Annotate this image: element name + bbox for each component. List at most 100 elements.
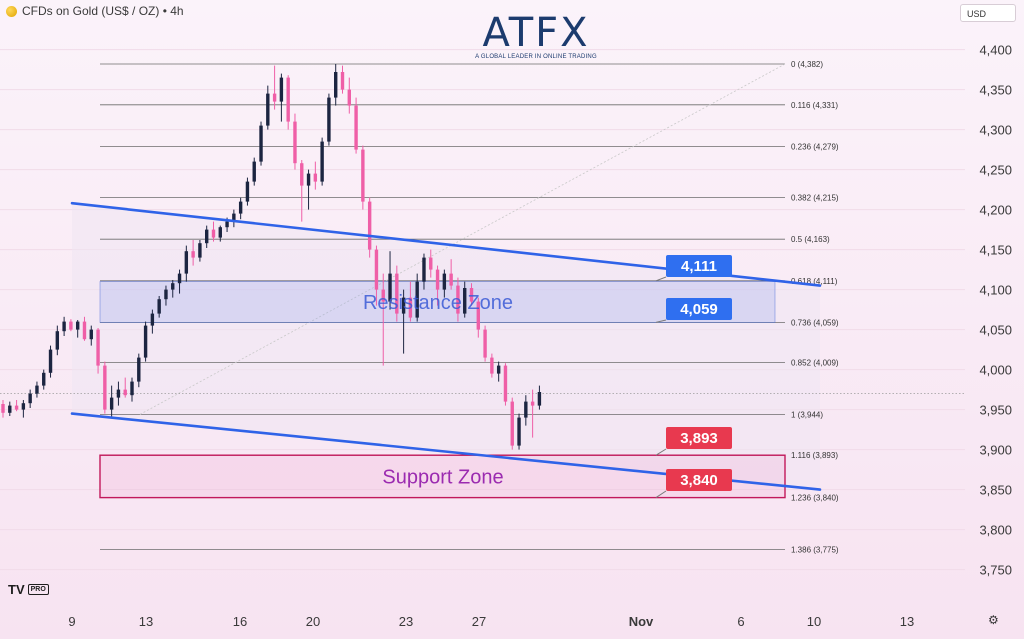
candle-down: [313, 161, 318, 190]
candle-down: [340, 65, 345, 94]
candle-up: [537, 385, 542, 410]
candle-down: [123, 377, 127, 398]
candle-down: [103, 361, 107, 414]
candle-body: [510, 401, 514, 446]
candle-up: [137, 353, 141, 388]
candle-down: [191, 240, 195, 266]
gear-icon[interactable]: ⚙: [988, 613, 999, 627]
candle-up: [327, 93, 331, 146]
candle-down: [530, 389, 535, 438]
candle-body: [415, 281, 419, 318]
candle-body: [340, 72, 345, 90]
candle-body: [252, 161, 256, 182]
candle-down: [429, 249, 433, 278]
resistance-price-marker: 4,111: [655, 255, 732, 282]
candle-up: [55, 325, 60, 356]
y-tick-label: 4,350: [979, 83, 1012, 98]
marker-leader-line: [655, 319, 667, 323]
candle-body: [150, 313, 155, 326]
candle-body: [96, 329, 100, 366]
candle-body: [171, 283, 175, 290]
candle-body: [381, 289, 385, 302]
candle-body: [62, 321, 66, 332]
tradingview-logo[interactable]: TV PRO: [8, 582, 49, 597]
candle-body: [388, 273, 392, 302]
fib-level-label: 1.116 (3,893): [791, 451, 838, 460]
candle-up: [184, 245, 189, 282]
candle-body: [177, 273, 182, 284]
candle-up: [116, 381, 121, 406]
candle-down: [408, 281, 413, 322]
atfx-logo-word: ATFX: [482, 10, 590, 56]
symbol-header[interactable]: CFDs on Gold (US$ / OZ) • 4h: [6, 4, 184, 18]
candle-body: [503, 365, 508, 402]
resistance-price-marker: 4,059: [655, 298, 732, 323]
candle-body: [164, 289, 168, 300]
candle-down: [476, 297, 480, 338]
candle-down: [361, 145, 365, 210]
candle-body: [211, 229, 216, 238]
candle-body: [143, 325, 148, 358]
marker-leader-line: [655, 276, 667, 282]
candle-down: [293, 113, 297, 170]
candle-up: [164, 285, 168, 306]
candle-body: [476, 301, 480, 330]
candle-body: [313, 173, 318, 182]
candle-body: [496, 365, 501, 374]
tradingview-pro-badge: PRO: [27, 584, 49, 595]
candle-body: [537, 392, 542, 406]
candle-body: [198, 243, 202, 258]
candle-body: [422, 257, 426, 282]
candle-body: [401, 297, 406, 314]
marker-leader-line: [655, 448, 667, 456]
candle-up: [130, 377, 134, 402]
y-tick-label: 3,850: [979, 483, 1012, 498]
x-tick-label: 13: [139, 614, 153, 629]
candle-up: [388, 251, 392, 310]
gold-coin-icon: [6, 5, 17, 17]
y-tick-label: 3,900: [979, 443, 1012, 458]
fib-level-label: 0.236 (4,279): [791, 142, 839, 151]
candle-body: [137, 357, 141, 382]
candle-up: [496, 361, 501, 382]
currency-selector[interactable]: USD: [960, 4, 1016, 22]
candle-up: [279, 73, 284, 122]
candle-body: [14, 405, 19, 410]
candle-body: [109, 397, 114, 410]
candle-down: [510, 397, 514, 450]
candle-up: [48, 345, 53, 378]
candle-up: [171, 280, 175, 298]
marker-value: 3,893: [680, 430, 718, 447]
candle-up: [334, 64, 338, 106]
y-tick-label: 4,300: [979, 123, 1012, 138]
candle-up: [524, 395, 528, 426]
channel-area: [72, 203, 820, 490]
candle-body: [300, 163, 304, 186]
candle-up: [35, 381, 39, 398]
x-tick-label: 6: [737, 614, 744, 629]
candle-body: [449, 273, 453, 286]
candle-down: [211, 221, 216, 242]
candle-up: [21, 400, 26, 418]
candle-body: [55, 331, 60, 350]
candle-up: [8, 401, 12, 416]
y-tick-label: 4,150: [979, 243, 1012, 258]
marker-leader-line: [655, 490, 667, 499]
candle-body: [272, 93, 277, 102]
candle-up: [306, 169, 311, 210]
candle-up: [205, 225, 209, 248]
candle-body: [530, 401, 535, 406]
candle-body: [130, 381, 134, 396]
x-tick-label: 27: [472, 614, 486, 629]
candle-body: [327, 97, 331, 142]
candle-body: [28, 393, 32, 404]
candle-up: [150, 309, 155, 334]
support-price-marker: 3,893: [655, 427, 732, 456]
candle-body: [306, 173, 311, 186]
support-zone-label: Support Zone: [382, 466, 503, 488]
candle-body: [279, 77, 284, 102]
candle-up: [266, 85, 270, 130]
candle-body: [517, 417, 521, 446]
candle-body: [123, 389, 127, 396]
